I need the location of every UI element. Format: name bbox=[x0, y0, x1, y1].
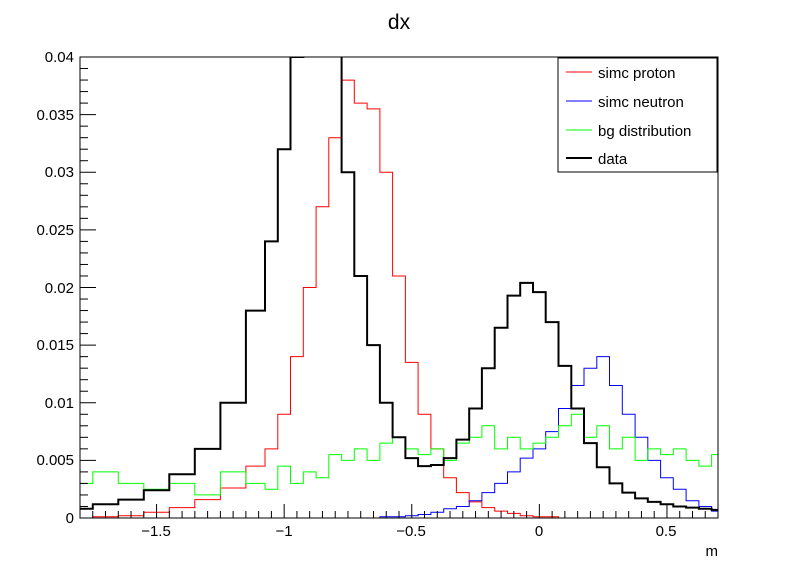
x-tick-label: 0.5 bbox=[656, 523, 677, 540]
y-tick-label: 0.04 bbox=[45, 49, 74, 66]
series-simc-neutron-line bbox=[80, 356, 718, 518]
y-tick-label: 0.005 bbox=[36, 452, 74, 469]
y-tick-label: 0.01 bbox=[45, 395, 74, 412]
chart-title: dx bbox=[388, 11, 411, 34]
legend-label: simc proton bbox=[598, 65, 676, 82]
y-tick-label: 0.035 bbox=[36, 107, 74, 124]
x-tick-label: 0 bbox=[535, 523, 543, 540]
x-tick-label: −0.5 bbox=[396, 523, 426, 540]
minor-ticks bbox=[79, 56, 719, 519]
x-axis-label: m bbox=[706, 543, 719, 560]
series-simc-proton-line bbox=[80, 79, 718, 518]
y-tick-label: 0.015 bbox=[36, 337, 74, 354]
legend-label: data bbox=[598, 151, 628, 168]
y-tick-label: 0 bbox=[66, 510, 74, 527]
legend: simc proton simc neutron bg distribution… bbox=[557, 57, 718, 173]
y-tick-label: 0.03 bbox=[45, 164, 74, 181]
y-tick-label: 0.02 bbox=[45, 280, 74, 297]
x-tick-label: −1.5 bbox=[141, 523, 171, 540]
legend-label: bg distribution bbox=[598, 123, 691, 140]
legend-box bbox=[557, 57, 718, 173]
x-tick-label: −1 bbox=[275, 523, 292, 540]
legend-label: simc neutron bbox=[598, 94, 684, 111]
y-tick-label: 0.025 bbox=[36, 222, 74, 239]
series-layer bbox=[80, 57, 718, 518]
